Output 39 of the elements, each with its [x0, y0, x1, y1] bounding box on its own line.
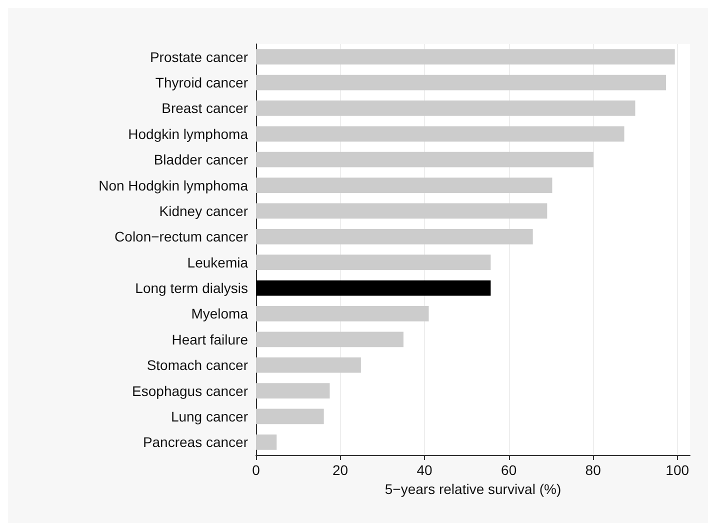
bar: [256, 306, 429, 322]
y-tick-label: Colon−rectum cancer: [114, 228, 248, 245]
bar: [256, 49, 675, 65]
x-tick-label: 100: [666, 462, 690, 478]
y-tick-label: Hodgkin lymphoma: [128, 126, 248, 142]
bar: [256, 152, 594, 168]
y-tick-label: Leukemia: [187, 254, 248, 270]
bar: [256, 383, 330, 398]
y-tick-label: Pancreas cancer: [142, 434, 248, 450]
bar: [256, 280, 491, 296]
y-tick-label: Stomach cancer: [146, 357, 248, 374]
x-tick-label: 60: [501, 462, 517, 478]
bar: [256, 254, 491, 270]
y-tick-label: Myeloma: [191, 306, 248, 322]
bar: [256, 100, 636, 116]
bar: [256, 408, 324, 424]
y-tick-label: Breast cancer: [162, 100, 248, 116]
y-tick-label: Prostate cancer: [150, 48, 248, 65]
y-tick-label: Lung cancer: [170, 408, 248, 424]
x-tick-label: 40: [416, 462, 433, 478]
y-tick-label: Thyroid cancer: [155, 74, 248, 91]
x-tick-label: 0: [252, 462, 260, 478]
y-tick-label: Non Hodgkin lymphoma: [98, 177, 248, 194]
bar: [256, 74, 666, 90]
bar: [256, 126, 624, 142]
y-tick-label: Esophagus cancer: [132, 382, 248, 399]
x-axis-title: 5−years relative survival (%): [384, 480, 562, 497]
bar: [256, 178, 552, 193]
y-tick-label: Heart failure: [172, 331, 248, 348]
y-tick-label: Kidney cancer: [159, 202, 248, 219]
bar: [256, 332, 404, 348]
x-tick-label: 80: [585, 462, 602, 478]
y-tick-label: Bladder cancer: [154, 152, 248, 168]
bar: [256, 228, 533, 244]
x-tick-label: 20: [332, 462, 348, 478]
bar: [256, 203, 548, 219]
bar: [256, 434, 277, 450]
bar: [256, 357, 361, 373]
y-tick-label: Long term dialysis: [135, 280, 248, 296]
